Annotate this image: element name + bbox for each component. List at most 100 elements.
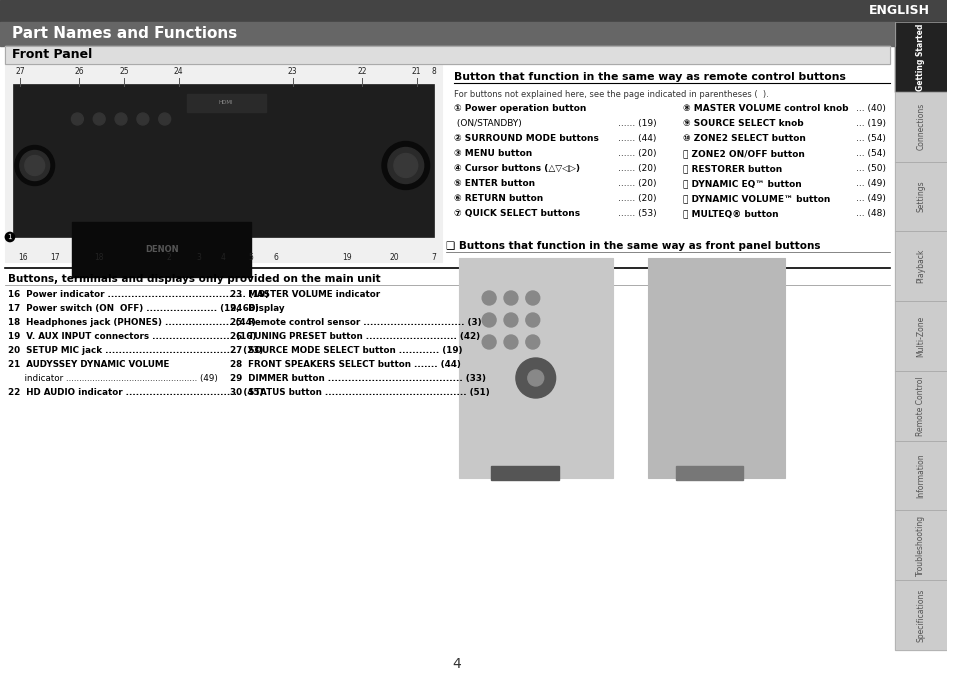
- Text: Connections: Connections: [915, 103, 924, 151]
- Text: ⑧ MASTER VOLUME control knob: ⑧ MASTER VOLUME control knob: [682, 104, 847, 113]
- Bar: [187, 94, 266, 112]
- Circle shape: [158, 113, 171, 125]
- Text: 18: 18: [94, 254, 104, 263]
- Text: 2: 2: [166, 254, 171, 263]
- Text: ENGLISH: ENGLISH: [867, 5, 928, 18]
- Text: 20: 20: [389, 254, 398, 263]
- Text: 7: 7: [431, 254, 436, 263]
- Circle shape: [381, 142, 429, 190]
- Text: ④ Cursor buttons (△▽◁▷): ④ Cursor buttons (△▽◁▷): [454, 164, 579, 173]
- Bar: [0, 22, 894, 46]
- Text: 22  HD AUDIO indicator .................................. (45): 22 HD AUDIO indicator ..................…: [8, 388, 263, 397]
- Circle shape: [93, 113, 105, 125]
- Circle shape: [25, 155, 45, 176]
- Text: Specifications: Specifications: [915, 589, 924, 642]
- Text: 21: 21: [412, 67, 421, 76]
- Text: Remote Control: Remote Control: [915, 376, 924, 435]
- Text: Information: Information: [915, 453, 924, 498]
- Text: ⑬ DYNAMIC EQ™ button: ⑬ DYNAMIC EQ™ button: [682, 179, 801, 188]
- Text: ⑦ QUICK SELECT buttons: ⑦ QUICK SELECT buttons: [454, 209, 580, 218]
- Text: 22: 22: [357, 67, 367, 76]
- Text: 23  MASTER VOLUME indicator: 23 MASTER VOLUME indicator: [230, 290, 380, 299]
- Text: (ON/STANDBY): (ON/STANDBY): [454, 119, 521, 128]
- Text: 26: 26: [74, 67, 84, 76]
- Text: 29  DIMMER button ........................................ (33): 29 DIMMER button .......................…: [230, 374, 486, 383]
- Bar: [675, 466, 742, 480]
- Bar: [894, 301, 945, 371]
- Text: 5: 5: [249, 254, 253, 263]
- Circle shape: [20, 151, 50, 180]
- Text: 17: 17: [50, 254, 59, 263]
- Text: ... (54): ... (54): [856, 149, 885, 158]
- Text: Troubleshooting: Troubleshooting: [915, 515, 924, 576]
- Text: ⑮ MULTEQ® button: ⑮ MULTEQ® button: [682, 209, 778, 218]
- Bar: [5, 64, 441, 262]
- Circle shape: [481, 291, 496, 305]
- Bar: [894, 441, 945, 510]
- Text: 1: 1: [8, 232, 12, 242]
- Bar: [894, 92, 945, 161]
- Circle shape: [525, 335, 539, 349]
- Circle shape: [525, 313, 539, 327]
- Circle shape: [481, 335, 496, 349]
- Circle shape: [527, 370, 543, 386]
- Text: Rear: Rear: [696, 482, 721, 492]
- Text: HDMI: HDMI: [218, 101, 233, 105]
- Bar: [894, 301, 945, 371]
- Circle shape: [15, 146, 54, 186]
- Bar: [894, 161, 945, 232]
- Text: ... (49): ... (49): [856, 194, 885, 203]
- Bar: [894, 510, 945, 580]
- Text: ...... (20): ...... (20): [618, 149, 656, 158]
- Text: ...... (20): ...... (20): [618, 179, 656, 188]
- Circle shape: [481, 313, 496, 327]
- Text: 8: 8: [431, 67, 436, 76]
- Text: ⑥ RETURN button: ⑥ RETURN button: [454, 194, 543, 203]
- Text: 17  Power switch (ON  OFF) ..................... (19, 68): 17 Power switch (ON OFF) ...............…: [8, 304, 258, 313]
- Text: Part Names and Functions: Part Names and Functions: [11, 26, 237, 41]
- Text: ⑭ DYNAMIC VOLUME™ button: ⑭ DYNAMIC VOLUME™ button: [682, 194, 829, 203]
- Text: ⑩ ZONE2 SELECT button: ⑩ ZONE2 SELECT button: [682, 134, 804, 143]
- Text: Multi-Zone: Multi-Zone: [915, 315, 924, 356]
- Text: ⑪ ZONE2 ON/OFF button: ⑪ ZONE2 ON/OFF button: [682, 149, 803, 158]
- Bar: [894, 580, 945, 650]
- Text: 27: 27: [15, 67, 25, 76]
- Bar: [894, 371, 945, 441]
- Text: ... (48): ... (48): [856, 209, 885, 218]
- Text: ...... (44): ...... (44): [618, 134, 656, 143]
- Text: ⑤ ENTER button: ⑤ ENTER button: [454, 179, 535, 188]
- Text: ... (50): ... (50): [856, 164, 885, 173]
- Circle shape: [516, 358, 555, 398]
- Bar: [894, 232, 945, 301]
- Text: ③ MENU button: ③ MENU button: [454, 149, 532, 158]
- Text: 28  FRONT SPEAKERS SELECT button ....... (44): 28 FRONT SPEAKERS SELECT button ....... …: [230, 360, 460, 369]
- Text: Front Panel: Front Panel: [11, 49, 92, 61]
- Text: 27  SOURCE MODE SELECT button ............ (19): 27 SOURCE MODE SELECT button ...........…: [230, 346, 462, 355]
- Text: 1: 1: [8, 234, 12, 240]
- Text: indicator .................................................. (49): indicator ..............................…: [8, 374, 217, 383]
- Text: ❑ Buttons that function in the same way as front panel buttons: ❑ Buttons that function in the same way …: [446, 241, 821, 251]
- Bar: [491, 466, 558, 480]
- Text: Settings: Settings: [915, 181, 924, 212]
- Text: ... (54): ... (54): [856, 134, 885, 143]
- Text: For buttons not explained here, see the page indicated in parentheses (  ).: For buttons not explained here, see the …: [454, 90, 768, 99]
- Text: Buttons, terminals and displays only provided on the main unit: Buttons, terminals and displays only pro…: [8, 274, 380, 284]
- Text: ... (49): ... (49): [856, 179, 885, 188]
- Text: 24: 24: [173, 67, 183, 76]
- Bar: [459, 258, 613, 478]
- Bar: [5, 46, 889, 64]
- Text: 30  STATUS button .......................................... (51): 30 STATUS button .......................…: [230, 388, 490, 397]
- Text: 3: 3: [195, 254, 201, 263]
- Bar: [5, 46, 889, 64]
- Circle shape: [503, 313, 517, 327]
- Bar: [894, 580, 945, 650]
- Text: ...... (20): ...... (20): [618, 194, 656, 203]
- Text: 25  Remote control sensor .............................. (3): 25 Remote control sensor ...............…: [230, 318, 481, 327]
- Text: 19  V. AUX INPUT connectors ........................ (16): 19 V. AUX INPUT connectors .............…: [8, 332, 256, 341]
- Bar: [894, 232, 945, 301]
- Circle shape: [388, 148, 423, 184]
- Text: 25: 25: [119, 67, 129, 76]
- Text: ...... (20): ...... (20): [618, 164, 656, 173]
- Text: ⑫ RESTORER button: ⑫ RESTORER button: [682, 164, 781, 173]
- Text: 6: 6: [274, 254, 278, 263]
